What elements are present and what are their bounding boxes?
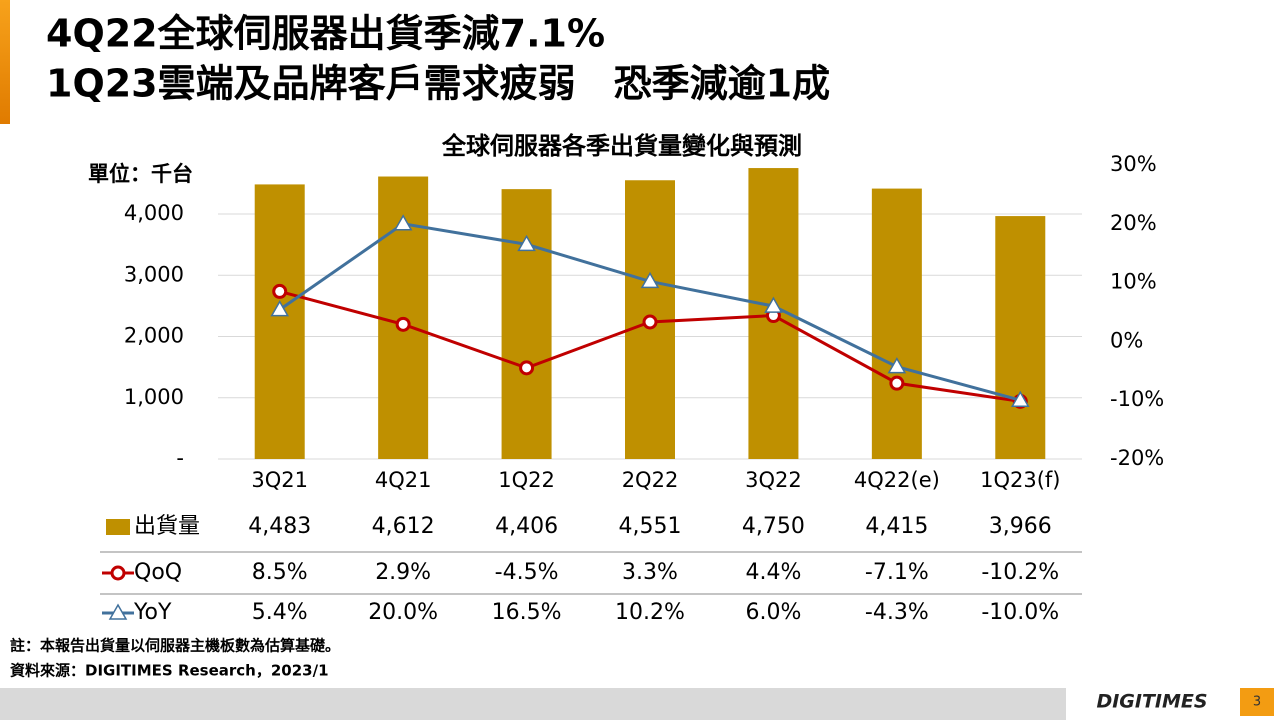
y-tick-label: 4,000 [124,201,184,225]
x-tick-label: 4Q22(e) [854,468,940,492]
logo: DIGITIMES [1096,691,1207,713]
point [270,300,290,317]
table-value: 6.0% [745,600,801,625]
table-value: 20.0% [368,600,438,625]
table-value: -7.1% [865,560,929,585]
table-value: 4,612 [372,514,435,539]
point [395,316,411,332]
legend-label: 出貨量 [134,514,200,539]
table-value: 3,966 [989,514,1052,539]
point [272,283,288,299]
y-tick-label: 2,000 [124,324,184,348]
table-value: 5.4% [252,600,308,625]
point [517,234,536,252]
table-value: 16.5% [492,600,562,625]
point [642,314,658,330]
y2-tick-label: 0% [1110,328,1143,352]
y2-tick-label: -10% [1110,387,1164,411]
page-number: 3 [1253,695,1261,710]
y2-tick-label: 10% [1110,270,1157,294]
table-value: 4,551 [619,514,682,539]
bar [871,188,922,460]
legend-swatch [106,519,130,535]
x-tick-label: 2Q22 [622,468,679,492]
y-tick-label: 1,000 [124,385,184,409]
table-value: 2.9% [375,560,431,585]
x-tick-label: 3Q21 [251,468,308,492]
table-value: 4,406 [495,514,558,539]
legend-marker [108,603,128,620]
point [887,357,907,374]
table-value: 4,750 [742,514,805,539]
footnote: 資料來源：DIGITIMES Research，2023/1 [10,662,329,680]
point [640,271,660,289]
y2-tick-label: 30% [1110,152,1157,176]
table-value: -4.5% [495,560,559,585]
point [889,375,905,391]
table-value: 4.4% [745,560,801,585]
point [1010,390,1030,407]
footnote: 註：本報告出貨量以伺服器主機板數為估算基礎。 [10,637,340,655]
point [764,296,783,313]
table-value: -10.0% [981,600,1059,625]
title-line: 4Q22全球伺服器出貨季減7.1% [46,12,605,56]
legend-label: QoQ [134,560,182,585]
x-tick-label: 1Q23(f) [980,468,1060,492]
page-number-box [1240,688,1274,716]
table-value: 3.3% [622,560,678,585]
y2-tick-label: 20% [1110,211,1157,235]
accent-bar [0,0,10,124]
bar [254,184,305,459]
table-value: 10.2% [615,600,685,625]
y-tick-label: - [176,446,184,470]
bar [501,189,552,459]
table-value: 4,415 [865,514,928,539]
y2-tick-label: -20% [1110,446,1164,470]
table-value: -10.2% [981,560,1059,585]
table-value: -4.3% [865,600,929,625]
footer-bar [0,688,1066,720]
point [393,214,413,231]
legend-marker [110,565,126,581]
table-value: 8.5% [252,560,308,585]
y-axis-label: 單位：千台 [88,162,193,186]
legend-label: YoY [133,600,172,625]
title-line: 1Q23雲端及品牌客戶需求疲弱 恐季減逾1成 [46,62,830,106]
point [519,360,535,376]
y-tick-label: 3,000 [124,262,184,286]
table-value: 4,483 [248,514,311,539]
x-tick-label: 3Q22 [745,468,802,492]
x-tick-label: 1Q22 [498,468,555,492]
x-tick-label: 4Q21 [375,468,432,492]
bar [995,216,1046,459]
chart: - 1,000 2,000 3,000 4,000 -20% -10% 0% 10% 20% 30%… [100,152,1164,625]
chart-title: 全球伺服器各季出貨量變化與預測 [441,132,802,160]
